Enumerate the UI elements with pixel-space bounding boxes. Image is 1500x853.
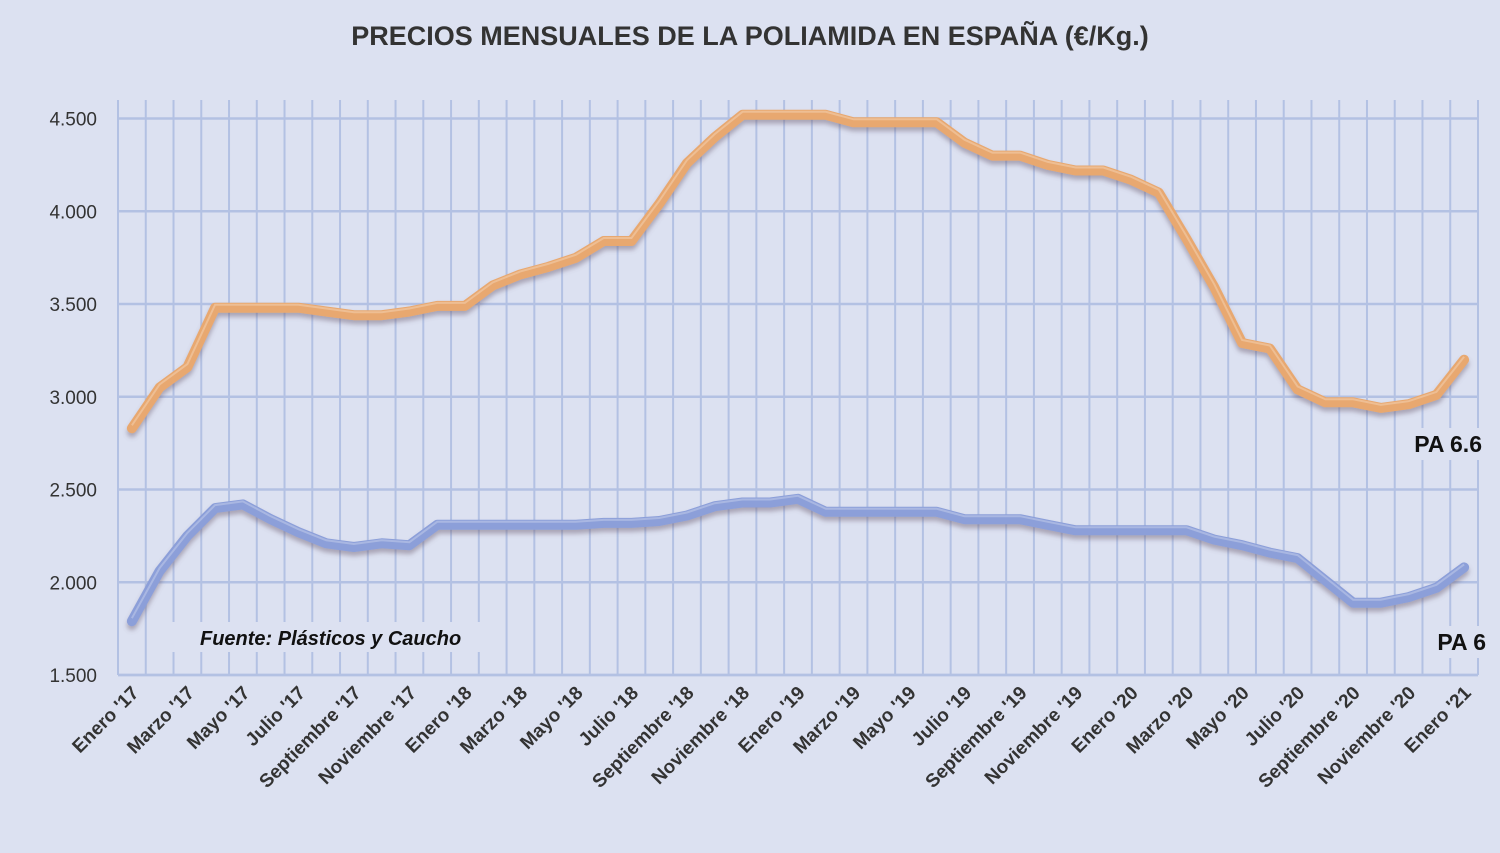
x-tick-label: Septiembre '18: [589, 683, 699, 793]
series-line-highlight: [131, 494, 1465, 619]
x-tick-label: Septiembre '19: [922, 683, 1032, 793]
x-tick-label: Noviembre '20: [1314, 683, 1420, 789]
label-pa6: PA 6: [1430, 626, 1486, 658]
y-axis: 1.500 2.000 2.500 3.000 3.500 4.000 4.500: [49, 110, 97, 687]
source-note-text: Fuente: Plásticos y Caucho: [200, 628, 461, 650]
y-tick-label: 4.500: [49, 110, 97, 131]
series-lines: [126, 109, 1470, 627]
x-tick-label: Noviembre '19: [981, 683, 1087, 789]
series-pa6: [126, 493, 1470, 627]
series-line: [126, 109, 1470, 434]
source-note: Fuente: Plásticos y Caucho: [172, 622, 480, 652]
y-tick-label: 3.000: [49, 388, 97, 409]
y-tick-label: 4.000: [49, 202, 97, 223]
series-pa66: [126, 109, 1470, 434]
x-tick-label: Noviembre '17: [315, 683, 421, 789]
y-tick-label: 3.500: [49, 295, 97, 316]
series-line-highlight: [131, 110, 1465, 426]
chart-title: PRECIOS MENSUALES DE LA POLIAMIDA EN ESP…: [351, 20, 1149, 51]
series-line: [126, 493, 1470, 627]
y-tick-label: 2.000: [49, 573, 97, 594]
grid: [117, 100, 1479, 677]
x-tick-label: Noviembre '18: [648, 683, 754, 789]
series-label-pa6: PA 6: [1437, 629, 1486, 655]
x-tick-label: Septiembre '17: [256, 683, 366, 793]
series-label-pa66: PA 6.6: [1414, 431, 1482, 457]
x-tick-label: Septiembre '20: [1255, 683, 1365, 793]
y-tick-label: 2.500: [49, 481, 97, 502]
y-tick-label: 1.500: [49, 666, 97, 687]
label-pa66: PA 6.6: [1402, 428, 1484, 460]
